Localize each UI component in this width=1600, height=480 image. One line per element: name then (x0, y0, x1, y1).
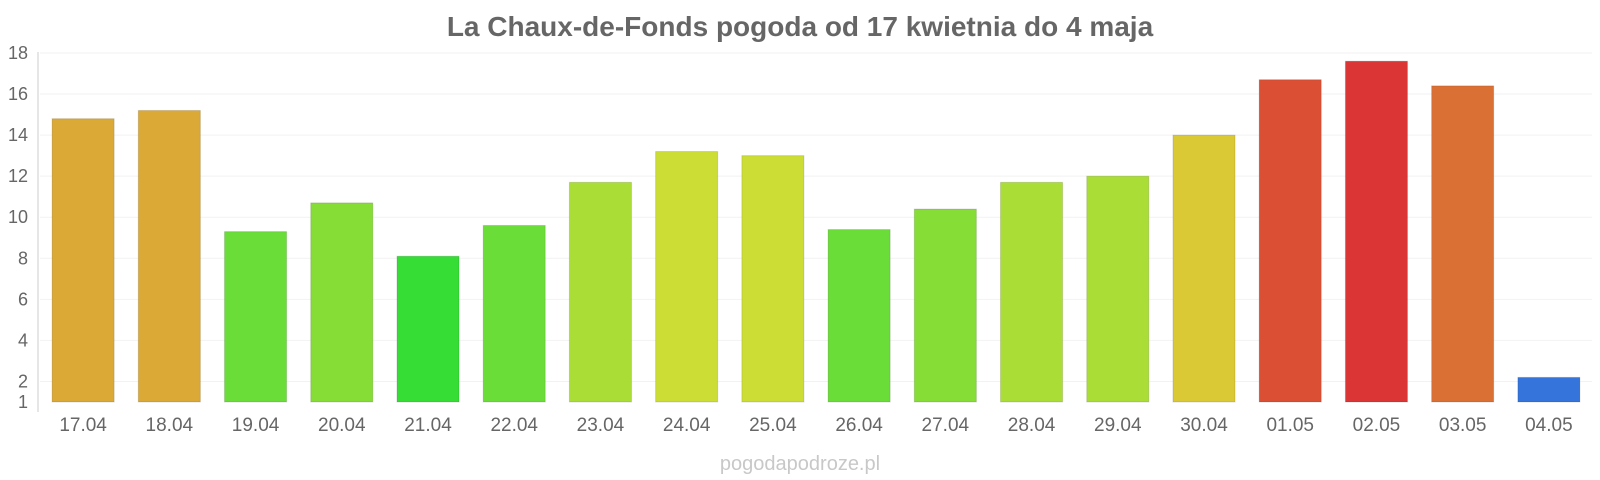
x-axis-ticks: 17.04 18.04 19.04 20.04 21.04 22.04 23.04 24.04… (59, 415, 1572, 436)
y-tick-label: 10 (8, 207, 28, 227)
x-tick-label: 23.04 (577, 415, 625, 436)
x-tick-label: 04.05 (1525, 415, 1573, 436)
watermark: pogodapodroze.pl (720, 453, 880, 475)
bar-25.04[interactable] (741, 155, 805, 403)
bar-03.05[interactable] (1431, 85, 1495, 403)
x-tick-label: 17.04 (59, 415, 107, 436)
bar-22.04[interactable] (482, 224, 546, 403)
x-tick-label: 28.04 (1008, 415, 1056, 436)
y-tick-label: 1 (18, 392, 28, 412)
bar-20.04[interactable] (310, 202, 374, 403)
x-tick-label: 27.04 (922, 415, 970, 436)
bars (51, 60, 1581, 403)
grid-lines (40, 52, 1592, 382)
y-tick-label: 2 (18, 371, 28, 391)
bar-01.05[interactable] (1258, 79, 1322, 403)
x-tick-label: 03.05 (1439, 415, 1487, 436)
bar-24.04[interactable] (655, 151, 719, 403)
y-tick-label: 18 (8, 43, 28, 63)
bar-18.04[interactable] (137, 109, 201, 403)
bar-19.04[interactable] (224, 231, 288, 403)
bar-26.04[interactable] (827, 229, 891, 403)
y-tick-label: 16 (8, 84, 28, 104)
chart-title: La Chaux-de-Fonds pogoda od 17 kwietnia … (447, 11, 1154, 42)
x-tick-label: 26.04 (835, 415, 883, 436)
y-tick-label: 6 (18, 289, 28, 309)
x-tick-label: 19.04 (232, 415, 280, 436)
x-tick-label: 25.04 (749, 415, 797, 436)
bar-17.04[interactable] (51, 118, 115, 403)
bar-23.04[interactable] (568, 181, 632, 403)
x-tick-label: 20.04 (318, 415, 366, 436)
y-tick-label: 14 (8, 125, 28, 145)
y-tick-label: 8 (18, 248, 28, 268)
bar-21.04[interactable] (396, 255, 460, 403)
y-tick-label: 4 (18, 330, 28, 350)
bar-27.04[interactable] (913, 208, 977, 403)
x-tick-label: 18.04 (146, 415, 194, 436)
bar-30.04[interactable] (1172, 134, 1236, 403)
x-tick-label: 22.04 (490, 415, 538, 436)
bar-04.05[interactable] (1517, 376, 1581, 403)
bar-02.05[interactable] (1344, 60, 1408, 403)
y-axis-ticks: 12 4 6 8 10 12 14 16 18 (8, 43, 28, 412)
bar-29.04[interactable] (1086, 175, 1150, 403)
x-tick-label: 24.04 (663, 415, 711, 436)
x-tick-label: 30.04 (1180, 415, 1228, 436)
x-tick-label: 29.04 (1094, 415, 1142, 436)
x-tick-label: 02.05 (1353, 415, 1401, 436)
x-tick-label: 21.04 (404, 415, 452, 436)
x-tick-label: 01.05 (1266, 415, 1314, 436)
bar-28.04[interactable] (1000, 181, 1064, 403)
y-tick-label: 12 (8, 166, 28, 186)
